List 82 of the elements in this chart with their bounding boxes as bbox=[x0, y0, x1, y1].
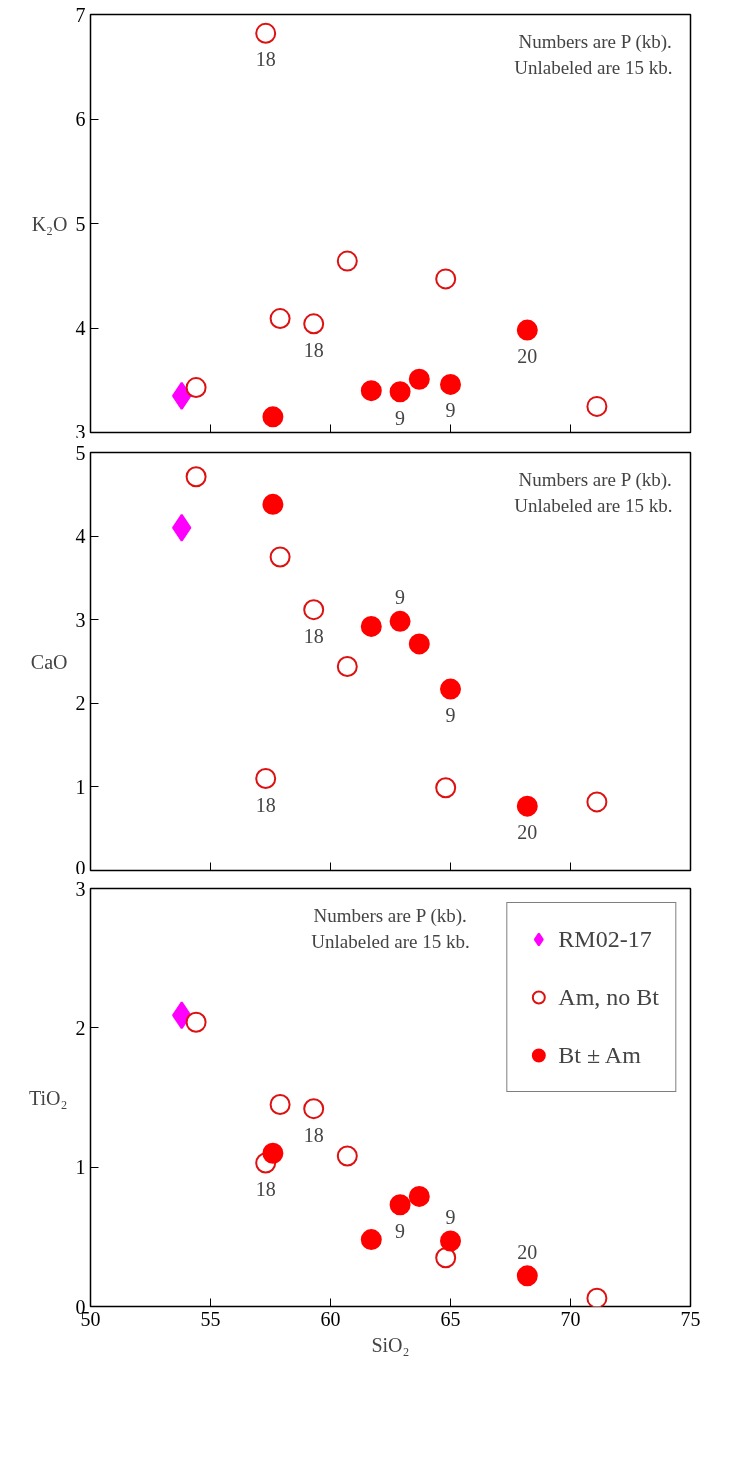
point bbox=[185, 377, 207, 399]
point bbox=[389, 1194, 411, 1216]
point bbox=[516, 795, 538, 817]
y-axis-title: K₂O bbox=[31, 212, 68, 235]
y-axis-title: TiO₂ bbox=[29, 1086, 68, 1109]
point bbox=[262, 406, 284, 428]
point bbox=[516, 319, 538, 341]
point bbox=[336, 250, 358, 272]
annotation: 18 bbox=[303, 338, 324, 361]
annotation: Numbers are P (kb). Unlabeled are 15 kb. bbox=[311, 905, 470, 952]
y-tick-label: 3 bbox=[75, 608, 86, 631]
y-axis-title: CaO bbox=[30, 650, 68, 673]
point bbox=[262, 1142, 284, 1164]
point bbox=[389, 381, 411, 403]
point bbox=[408, 368, 430, 390]
legend-label: RM02-17 bbox=[558, 924, 652, 954]
point bbox=[269, 308, 291, 330]
point bbox=[360, 1229, 382, 1251]
x-tick-label: 70 bbox=[560, 1307, 581, 1330]
annotation: 20 bbox=[517, 821, 538, 844]
annotation: 9 bbox=[445, 704, 456, 727]
point bbox=[360, 380, 382, 402]
point bbox=[586, 1287, 608, 1307]
y-tick-label: 0 bbox=[75, 856, 86, 879]
point bbox=[408, 633, 430, 655]
y-tick-label: 2 bbox=[75, 1016, 86, 1039]
annotation: 18 bbox=[303, 624, 324, 647]
point bbox=[303, 313, 325, 335]
x-axis-title: SiO₂ bbox=[371, 1333, 410, 1356]
point bbox=[435, 777, 457, 799]
legend-label: Am, no Bt bbox=[558, 982, 659, 1012]
point bbox=[440, 678, 461, 700]
annotation: 20 bbox=[517, 345, 538, 368]
x-tick-label: 65 bbox=[440, 1307, 461, 1330]
annotation: 18 bbox=[255, 793, 276, 816]
point bbox=[435, 1247, 457, 1269]
annotation: 18 bbox=[255, 1177, 276, 1200]
x-tick-label: 55 bbox=[200, 1307, 221, 1330]
point bbox=[185, 466, 207, 488]
point bbox=[269, 546, 291, 568]
annotation: 9 bbox=[395, 586, 406, 609]
annotation: 9 bbox=[445, 1206, 456, 1229]
y-tick-label: 2 bbox=[75, 692, 86, 715]
y-tick-label: 7 bbox=[75, 3, 86, 26]
annotation: Numbers are P (kb). Unlabeled are 15 kb. bbox=[514, 31, 673, 78]
point bbox=[255, 768, 277, 790]
point bbox=[440, 1230, 461, 1252]
point bbox=[516, 1265, 538, 1287]
point bbox=[303, 1098, 325, 1120]
point bbox=[255, 22, 277, 44]
annotation: 9 bbox=[395, 406, 406, 429]
point bbox=[408, 1185, 430, 1207]
y-tick-label: 1 bbox=[75, 1156, 86, 1179]
y-tick-label: 5 bbox=[75, 212, 86, 235]
point bbox=[435, 268, 457, 290]
point bbox=[185, 1011, 207, 1033]
point bbox=[336, 656, 358, 677]
annotation: 18 bbox=[303, 1123, 324, 1146]
annotation: 9 bbox=[395, 1219, 406, 1242]
y-tick-label: 4 bbox=[75, 525, 86, 548]
point bbox=[586, 395, 608, 417]
y-tick-label: 4 bbox=[75, 317, 86, 339]
y-tick-label: 1 bbox=[75, 775, 86, 798]
point bbox=[262, 493, 284, 515]
point bbox=[586, 791, 608, 813]
legend-label: Bt ± Am bbox=[558, 1040, 641, 1070]
x-tick-label: 75 bbox=[680, 1307, 701, 1330]
point bbox=[360, 615, 382, 637]
y-tick-label: 6 bbox=[75, 108, 86, 130]
point bbox=[336, 1145, 358, 1167]
point bbox=[389, 610, 411, 632]
annotation: 9 bbox=[445, 399, 456, 422]
y-tick-label: 5 bbox=[75, 441, 86, 464]
point bbox=[269, 1093, 291, 1115]
x-tick-label: 60 bbox=[320, 1307, 341, 1330]
annotation: 18 bbox=[255, 48, 276, 71]
y-tick-label: 3 bbox=[75, 420, 86, 443]
annotation: 20 bbox=[517, 1240, 538, 1263]
y-tick-label: 3 bbox=[75, 877, 86, 900]
point bbox=[440, 373, 461, 395]
annotation: Numbers are P (kb). Unlabeled are 15 kb. bbox=[514, 469, 673, 516]
point bbox=[303, 599, 325, 621]
